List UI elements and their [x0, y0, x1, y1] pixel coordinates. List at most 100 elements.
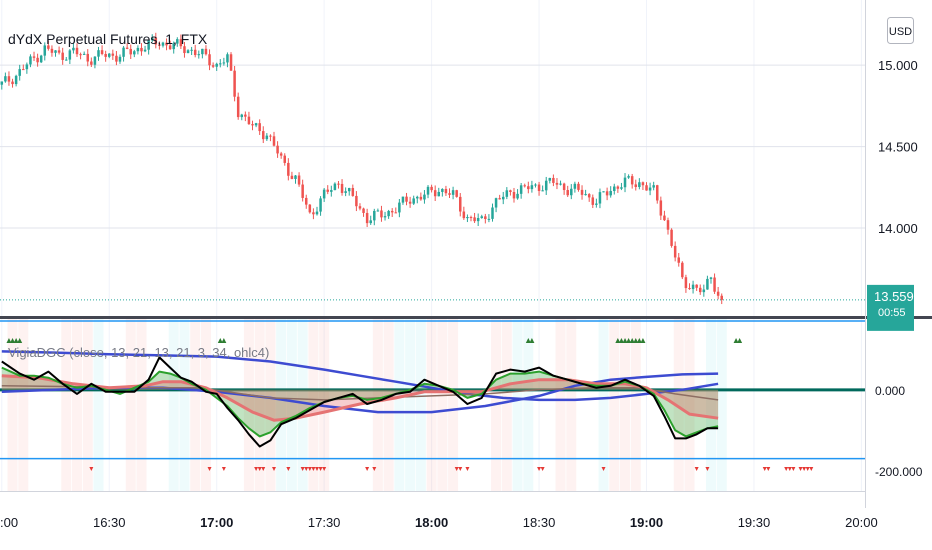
candle-body — [122, 47, 125, 57]
indicator-shade — [620, 319, 631, 491]
time-axis-label: 19:30 — [738, 515, 771, 530]
candle-body — [25, 64, 29, 70]
sell-signal-marker — [304, 467, 309, 471]
candle-body — [487, 218, 491, 220]
sell-signal-marker — [805, 467, 810, 471]
time-axis-labels[interactable]: 16:00 16:30 17:00 17:30 18:00 18:30 19:00 19:30… — [0, 515, 878, 530]
candle-body — [226, 54, 229, 63]
indicator-shade — [72, 319, 83, 491]
candlestick-series — [0, 32, 723, 305]
candle-body — [190, 49, 193, 51]
candle-body — [516, 193, 519, 199]
candle-body — [476, 218, 480, 222]
candle-body — [65, 59, 68, 61]
sell-signal-marker — [694, 467, 699, 471]
candle-body — [158, 44, 161, 46]
candle-body — [290, 175, 294, 179]
candle-body — [584, 194, 587, 196]
candle-body — [609, 190, 612, 196]
candle-body — [398, 202, 401, 213]
candle-body — [473, 217, 476, 222]
indicator-axis-labels[interactable]: 0.000 -200.000 — [875, 384, 923, 479]
candle-body — [43, 45, 47, 56]
candle-body — [326, 189, 329, 192]
candle-body — [219, 63, 222, 65]
indicator-shade — [501, 319, 512, 491]
candle-body — [541, 190, 544, 192]
candle-body — [18, 69, 21, 76]
candle-body — [387, 210, 390, 217]
candle-body — [140, 47, 143, 52]
candle-body — [598, 192, 602, 204]
price-axis-labels[interactable]: 15.000 14.500 14.000 — [878, 58, 918, 236]
price-axis-label: 14.500 — [878, 140, 918, 155]
pane-separator[interactable] — [0, 316, 932, 319]
indicator-title: VigiaDGC (close, 13, 21, 13, 21, 3, 34, … — [8, 345, 269, 360]
sell-signal-marker — [286, 467, 291, 471]
sell-signal-marker — [89, 467, 94, 471]
candle-body — [75, 47, 79, 55]
candle-body — [416, 196, 419, 199]
buy-signal-marker — [622, 338, 628, 343]
candle-body — [702, 289, 706, 293]
candle-body — [656, 185, 659, 201]
buy-signal-marker — [629, 338, 635, 343]
candle-body — [620, 187, 623, 189]
candle-body — [659, 200, 663, 216]
candle-body — [344, 191, 347, 193]
candle-body — [580, 189, 584, 195]
currency-button[interactable]: USD — [887, 17, 914, 44]
candle-body — [408, 201, 412, 204]
candle-body — [373, 210, 376, 221]
buy-signal-marker — [626, 338, 632, 343]
sell-signal-marker — [207, 467, 212, 471]
sell-signal-marker — [257, 467, 262, 471]
indicator-shade — [168, 319, 179, 491]
buy-signal-marker — [6, 338, 12, 343]
candle-body — [595, 203, 598, 205]
candle-body — [652, 185, 655, 188]
candle-body — [301, 184, 304, 198]
indicator-shade — [566, 319, 577, 491]
indicator-shade — [394, 319, 405, 491]
candle-body — [616, 186, 620, 189]
candle-body — [466, 217, 469, 219]
candle-body — [390, 210, 394, 213]
indicator-shade — [7, 319, 18, 491]
sell-signal-marker — [791, 467, 796, 471]
sell-signal-marker — [454, 467, 459, 471]
candle-body — [308, 204, 312, 213]
candle-body — [484, 216, 487, 220]
candle-body — [262, 131, 265, 140]
indicator-axis-label: 0.000 — [875, 384, 905, 398]
candle-body — [638, 182, 641, 188]
indicator-shade — [415, 319, 426, 491]
buy-signal-marker — [13, 338, 19, 343]
buy-signal-marker — [618, 338, 624, 343]
buy-signal-marker — [636, 338, 642, 343]
candle-body — [36, 57, 39, 63]
candle-body — [247, 116, 251, 125]
indicator-shade — [243, 319, 254, 491]
candle-body — [519, 185, 523, 194]
candle-body — [681, 262, 684, 278]
candle-body — [304, 197, 308, 205]
candle-body — [150, 37, 154, 41]
indicator-shade — [716, 319, 727, 491]
candle-body — [688, 288, 691, 290]
candle-body — [222, 62, 226, 64]
indicator-line — [1, 350, 719, 402]
candle-body — [695, 284, 698, 288]
indicator-bands — [0, 320, 865, 460]
indicator-shade — [136, 319, 147, 491]
sell-signal-marker — [318, 467, 323, 471]
candle-body — [322, 189, 326, 199]
sell-signal-marker — [314, 467, 319, 471]
candle-body — [337, 183, 340, 185]
candle-body — [100, 50, 104, 54]
indicator-shade — [82, 319, 93, 491]
last-price-value: 13.559 — [874, 289, 914, 304]
candle-body — [383, 216, 387, 218]
sell-signal-marker — [537, 467, 542, 471]
